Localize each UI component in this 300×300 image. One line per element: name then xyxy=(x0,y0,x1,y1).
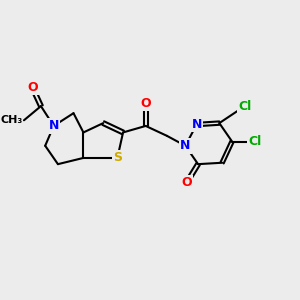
Text: N: N xyxy=(180,139,190,152)
Text: O: O xyxy=(140,97,151,110)
Text: O: O xyxy=(27,81,38,94)
Text: O: O xyxy=(182,176,192,189)
Text: N: N xyxy=(191,118,202,131)
Text: N: N xyxy=(49,119,59,132)
Text: Cl: Cl xyxy=(238,100,251,112)
Text: CH₃: CH₃ xyxy=(0,115,22,125)
Text: Cl: Cl xyxy=(248,135,261,148)
Text: S: S xyxy=(113,152,122,164)
